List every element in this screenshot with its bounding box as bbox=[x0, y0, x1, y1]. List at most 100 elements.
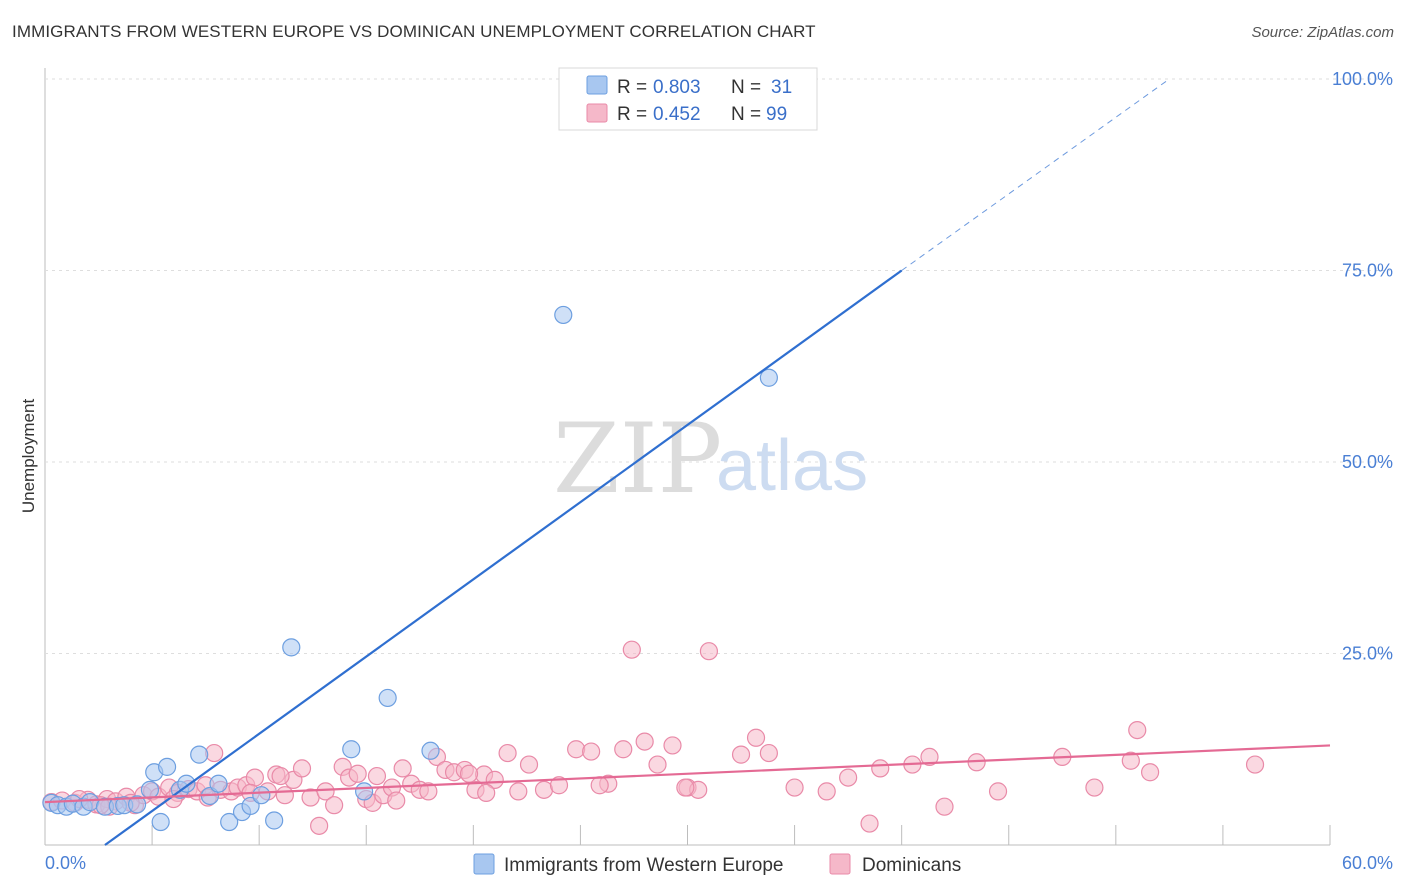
point-dominicans bbox=[699, 642, 719, 661]
point-western-europe bbox=[421, 741, 440, 760]
point-dominicans bbox=[245, 768, 264, 787]
y-tick-labels: 25.0% 50.0% 75.0% 100.0% bbox=[1332, 69, 1393, 664]
trend-line-western-europe-extension bbox=[901, 78, 1170, 271]
point-western-europe bbox=[151, 812, 170, 832]
point-dominicans bbox=[614, 740, 633, 759]
point-dominicans bbox=[205, 743, 224, 763]
point-dominicans bbox=[567, 740, 586, 759]
point-dominicans bbox=[485, 770, 504, 789]
point-dominicans bbox=[676, 778, 695, 797]
x-tick-label-max: 60.0% bbox=[1342, 853, 1393, 873]
point-dominicans bbox=[393, 759, 412, 778]
trend-lines bbox=[44, 78, 1331, 846]
point-dominicans bbox=[759, 743, 778, 763]
point-dominicans bbox=[419, 782, 438, 801]
point-western-europe bbox=[190, 745, 209, 764]
point-dominicans bbox=[817, 782, 836, 801]
series-legend-swatch-western-europe bbox=[473, 853, 495, 875]
legend-swatch-dominicans bbox=[586, 103, 608, 123]
chart-title: IMMIGRANTS FROM WESTERN EUROPE VS DOMINI… bbox=[12, 22, 816, 41]
series-legend-label-dominicans: Dominicans bbox=[862, 855, 961, 876]
point-western-europe bbox=[209, 774, 228, 793]
point-dominicans bbox=[1245, 755, 1265, 774]
point-dominicans bbox=[920, 747, 939, 767]
point-dominicans bbox=[1085, 778, 1104, 797]
point-western-europe bbox=[157, 757, 177, 776]
point-dominicans bbox=[316, 782, 335, 801]
point-dominicans bbox=[582, 742, 601, 761]
point-western-europe bbox=[759, 368, 778, 387]
point-western-europe bbox=[554, 305, 573, 325]
point-western-europe bbox=[80, 793, 100, 812]
x-tick-label-min: 0.0% bbox=[45, 853, 86, 873]
y-tick-label: 25.0% bbox=[1342, 644, 1393, 664]
legend-r-value-1: 0.803 bbox=[653, 77, 701, 98]
watermark-zip: ZIP bbox=[553, 403, 722, 515]
point-dominicans bbox=[731, 745, 751, 764]
point-dominicans bbox=[871, 759, 890, 778]
legend-swatch-western-europe bbox=[586, 75, 608, 95]
point-dominicans bbox=[348, 764, 367, 783]
point-western-europe bbox=[127, 795, 147, 814]
legend-n-value-1: 31 bbox=[771, 77, 792, 98]
point-dominicans bbox=[498, 743, 517, 763]
watermark-atlas: atlas bbox=[716, 426, 868, 506]
trend-line-western-europe bbox=[104, 269, 903, 846]
point-dominicans bbox=[292, 759, 312, 778]
point-dominicans bbox=[459, 764, 479, 783]
point-dominicans bbox=[534, 780, 554, 799]
point-dominicans bbox=[367, 766, 387, 786]
point-dominicans bbox=[519, 755, 539, 774]
point-western-europe bbox=[355, 782, 374, 801]
legend-n-label-2: N = bbox=[731, 104, 761, 125]
legend-r-label-2: R = bbox=[617, 104, 647, 125]
point-dominicans bbox=[275, 786, 294, 805]
legend-n-value-2: 99 bbox=[766, 104, 787, 125]
point-dominicans bbox=[549, 776, 569, 795]
point-dominicans bbox=[860, 814, 879, 833]
point-western-europe bbox=[241, 796, 260, 816]
point-dominicans bbox=[935, 797, 954, 816]
point-western-europe bbox=[282, 638, 301, 657]
data-points bbox=[42, 305, 1265, 835]
point-western-europe bbox=[265, 811, 284, 830]
point-western-europe bbox=[140, 780, 160, 799]
point-dominicans bbox=[509, 782, 528, 801]
point-dominicans bbox=[1121, 751, 1140, 770]
gridlines bbox=[45, 78, 1390, 654]
series-legend-label-western-europe: Immigrants from Western Europe bbox=[504, 855, 783, 876]
point-dominicans bbox=[271, 766, 290, 786]
y-tick-label: 50.0% bbox=[1342, 452, 1393, 472]
source-credit: Source: ZipAtlas.com bbox=[1251, 24, 1394, 41]
point-western-europe bbox=[220, 812, 239, 832]
x-axis-ticks bbox=[44, 825, 1331, 845]
point-dominicans bbox=[622, 640, 641, 659]
point-dominicans bbox=[1128, 720, 1147, 740]
legend-r-label-1: R = bbox=[617, 77, 647, 98]
y-axis-title: Unemployment bbox=[19, 399, 38, 514]
point-western-europe bbox=[252, 786, 271, 805]
y-tick-label: 75.0% bbox=[1342, 261, 1393, 281]
point-dominicans bbox=[839, 768, 858, 787]
point-dominicans bbox=[1140, 763, 1160, 782]
point-western-europe bbox=[378, 688, 397, 708]
series-legend: Immigrants from Western Europe Dominican… bbox=[473, 853, 961, 876]
series-legend-swatch-dominicans bbox=[829, 853, 851, 875]
y-tick-label: 100.0% bbox=[1332, 69, 1393, 89]
legend-r-value-2: 0.452 bbox=[653, 104, 701, 125]
point-dominicans bbox=[310, 816, 329, 835]
legend-n-label-1: N = bbox=[731, 77, 761, 98]
point-dominicans bbox=[635, 732, 654, 751]
point-dominicans bbox=[988, 782, 1008, 801]
trend-line-dominicans bbox=[44, 744, 1331, 804]
point-dominicans bbox=[387, 791, 406, 810]
point-dominicans bbox=[663, 736, 682, 755]
point-dominicans bbox=[325, 796, 344, 815]
point-western-europe bbox=[177, 774, 196, 793]
point-dominicans bbox=[785, 778, 804, 797]
point-dominicans bbox=[590, 776, 609, 795]
point-dominicans bbox=[746, 728, 766, 747]
point-dominicans bbox=[648, 755, 667, 774]
point-western-europe bbox=[342, 740, 361, 759]
